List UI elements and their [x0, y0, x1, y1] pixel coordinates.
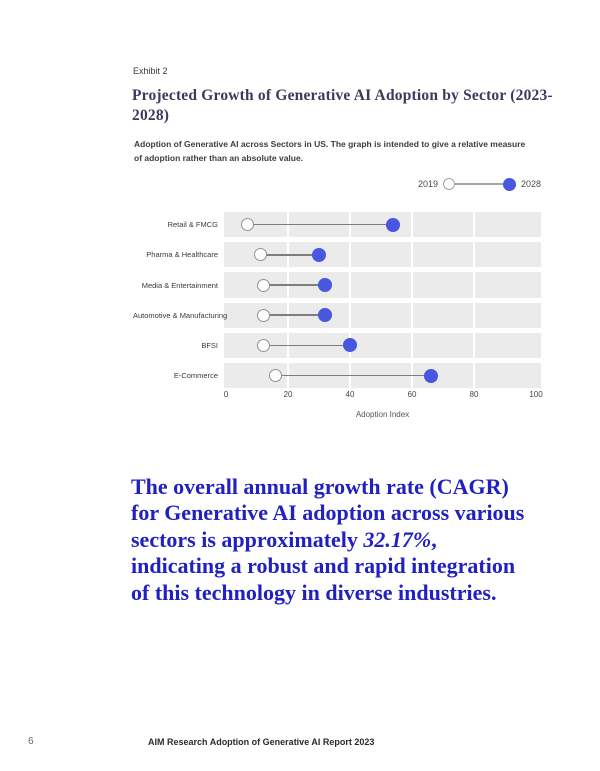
dumbbell-connector — [263, 314, 326, 316]
category-label: Pharma & Healthcare — [146, 250, 218, 260]
legend-open-circle-icon — [442, 178, 455, 190]
plot-area — [224, 212, 541, 389]
page-number: 6 — [28, 736, 34, 747]
dot-2019 — [256, 308, 270, 322]
chart-legend: 2019 2028 — [418, 176, 541, 192]
highlight-cagr-value: 32.17% — [363, 526, 432, 552]
x-axis-title: Adoption Index — [355, 410, 410, 419]
dumbbell-connector — [263, 284, 326, 286]
dot-2028 — [423, 368, 438, 383]
gridline — [349, 212, 351, 388]
x-tick-label: 0 — [223, 390, 229, 399]
dumbbell-chart: Retail & FMCG Pharma & Healthcare Media & … — [133, 212, 543, 427]
highlight-paragraph: The overall annual growth rate (CAGR) fo… — [131, 474, 533, 606]
chart-subtitle: Adoption of Generative AI across Sectors… — [134, 139, 526, 163]
dot-2028 — [318, 308, 333, 323]
dumbbell-connector — [260, 254, 319, 256]
dumbbell-connector — [247, 223, 394, 226]
dot-2028 — [312, 247, 326, 262]
dumbbell-connector — [275, 374, 431, 377]
legend-connector-line — [454, 183, 503, 185]
dot-2019 — [256, 278, 270, 292]
gridline — [287, 212, 289, 388]
dot-2019 — [253, 248, 267, 262]
x-tick-label: 20 — [283, 390, 293, 399]
x-tick-label: 100 — [529, 390, 543, 399]
dumbbell-connector — [263, 344, 350, 347]
dot-2028 — [386, 217, 401, 232]
x-tick-label: 60 — [407, 390, 417, 399]
dot-2028 — [318, 278, 333, 292]
legend-label-2028: 2028 — [520, 179, 541, 189]
footer-report-title: AIM Research Adoption of Generative AI R… — [148, 737, 375, 747]
category-label: E-Commerce — [173, 371, 218, 381]
x-tick-label: 80 — [469, 390, 479, 399]
category-label: Automotive & Manufacturing — [133, 310, 228, 320]
category-label: BFSI — [201, 340, 218, 350]
highlight-text-before: The overall annual growth rate (CAGR) fo… — [131, 474, 525, 552]
dot-2028 — [343, 338, 357, 353]
dot-2019 — [241, 218, 255, 232]
gridline — [473, 212, 475, 388]
x-tick-label: 40 — [345, 390, 355, 399]
legend-label-2019: 2019 — [417, 179, 438, 189]
category-label: Retail & FMCG — [167, 220, 218, 230]
gridline — [411, 212, 413, 388]
legend-filled-circle-icon — [502, 177, 516, 191]
dot-2019 — [269, 369, 283, 383]
category-label: Media & Entertainment — [141, 280, 218, 290]
dot-2019 — [256, 338, 270, 352]
exhibit-label: Exhibit 2 — [133, 66, 168, 76]
page-title: Projected Growth of Generative AI Adopti… — [132, 87, 553, 124]
highlight-text-after: , indicating a robust and rapid integrat… — [131, 526, 516, 605]
